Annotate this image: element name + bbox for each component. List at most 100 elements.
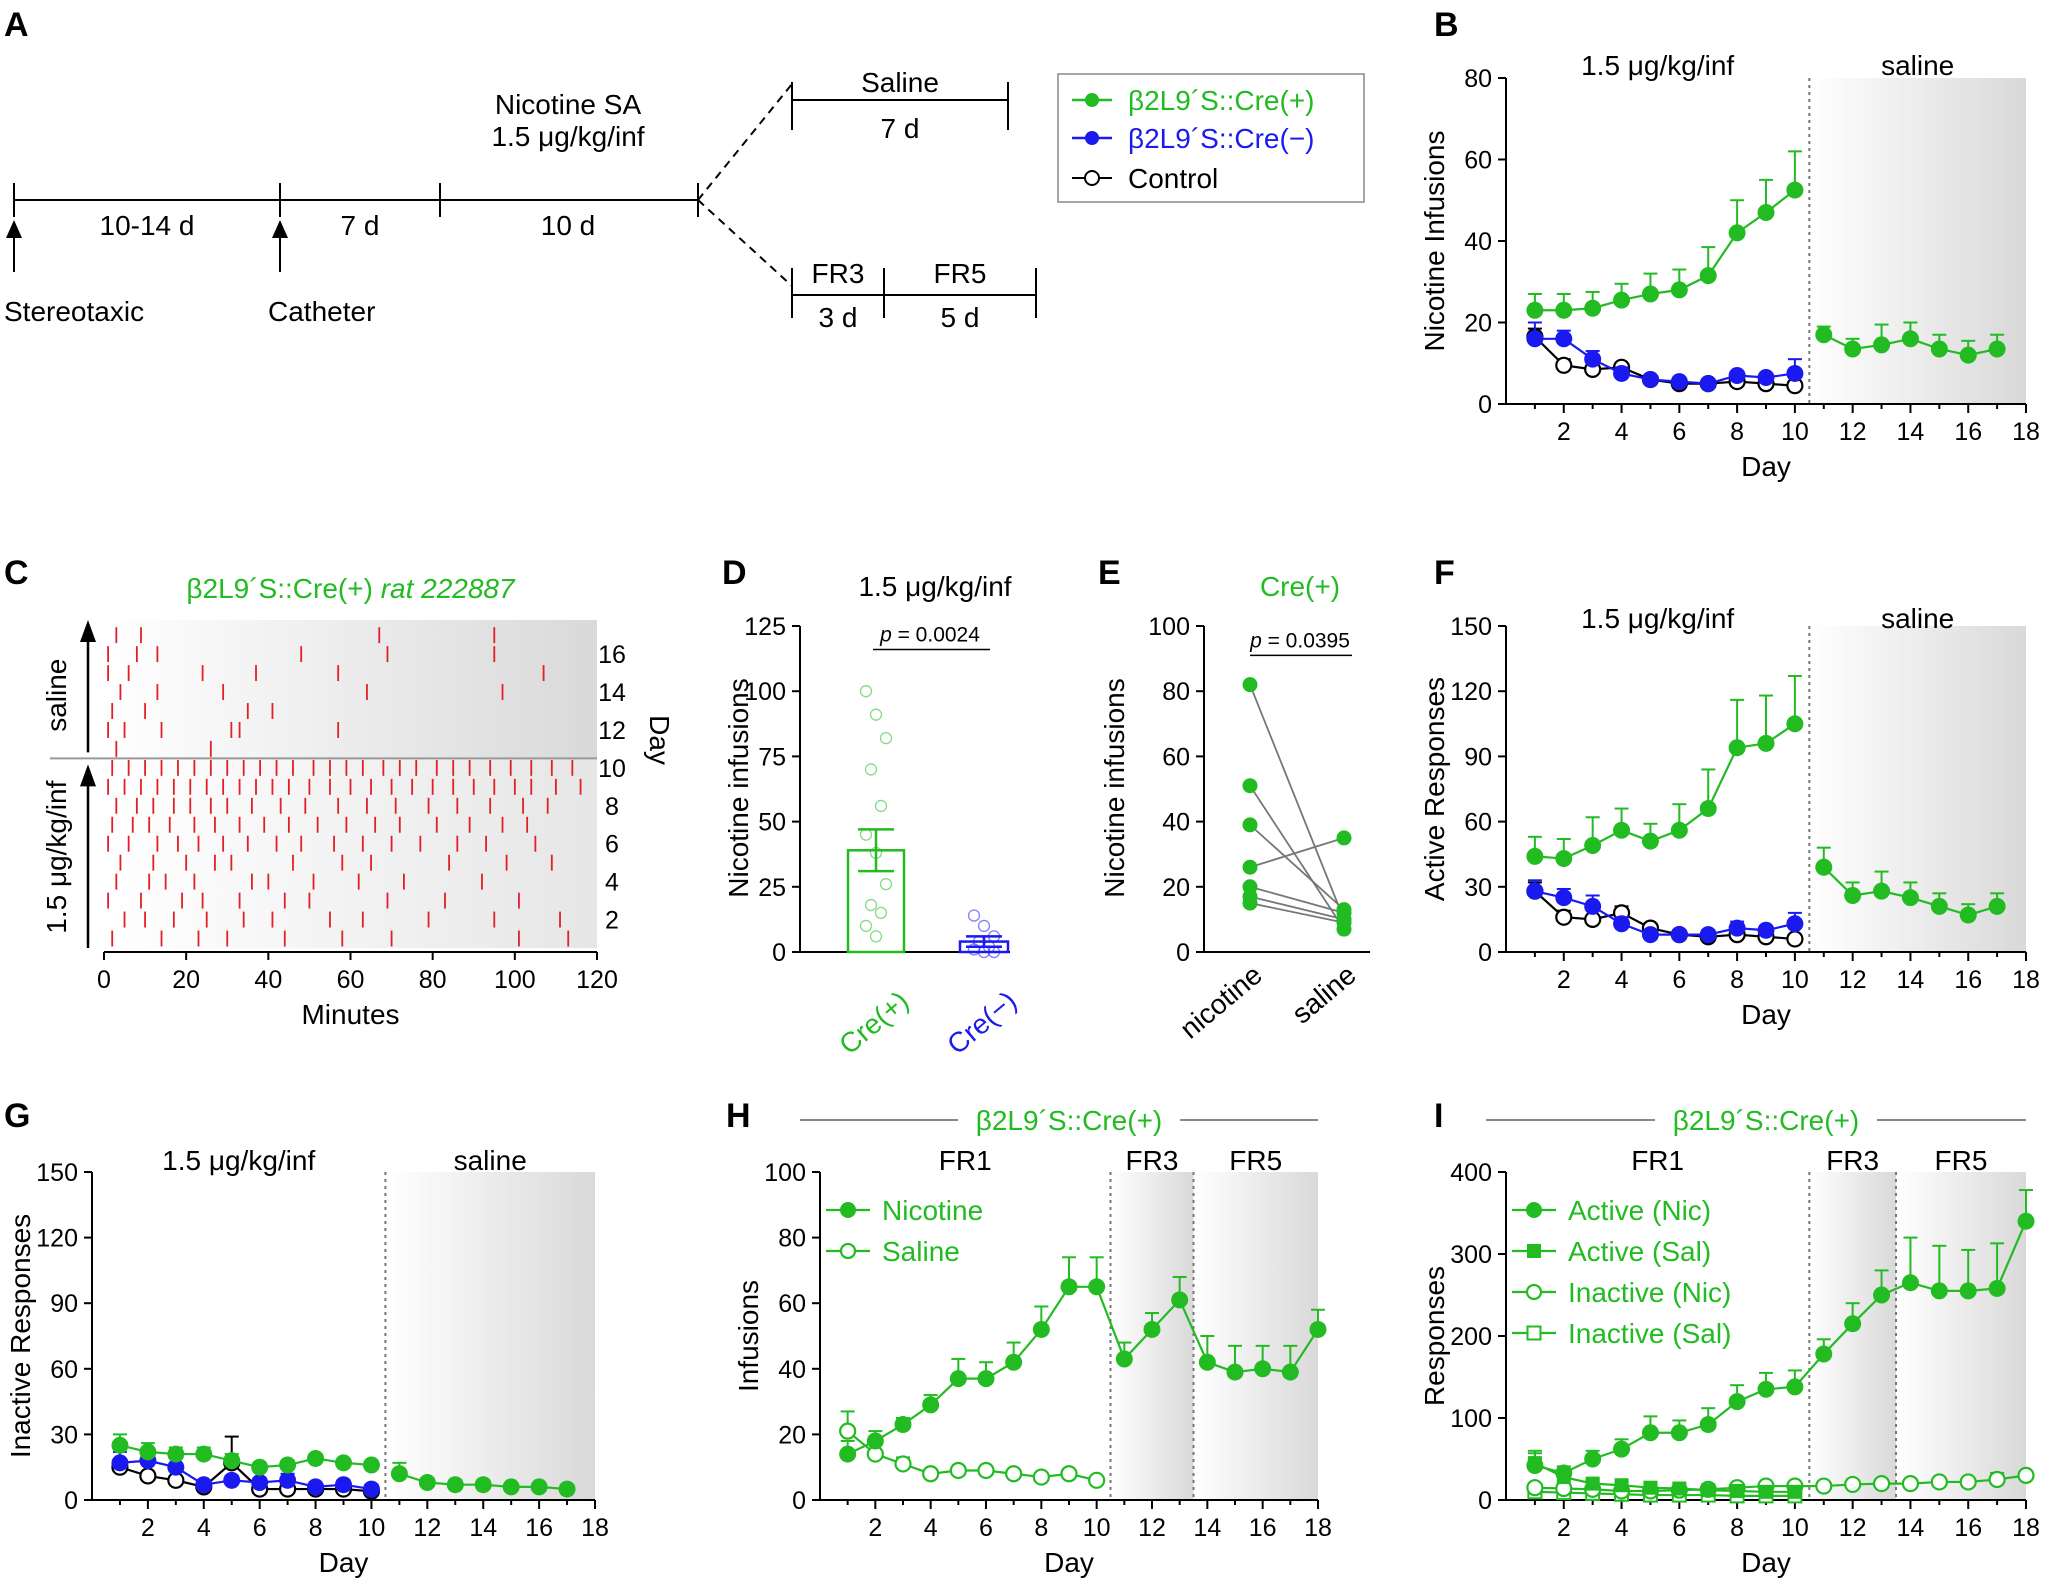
x-tick-label: 2 xyxy=(1557,1514,1571,1542)
x-tick-label: 100 xyxy=(494,966,536,994)
data-point xyxy=(1815,326,1833,344)
y-tick-label: 80 xyxy=(778,1225,806,1253)
fr3-label: FR3 xyxy=(812,258,865,289)
chart-title: Cre(+) xyxy=(1260,571,1340,602)
legend-label: Active (Nic) xyxy=(1568,1195,1711,1226)
pair-line xyxy=(1249,684,1345,920)
series-line xyxy=(1534,722,1796,860)
data-point xyxy=(1757,921,1775,939)
pair-line xyxy=(1249,902,1345,924)
x-tick-label: 10 xyxy=(1781,418,1809,446)
legend-label: Active (Sal) xyxy=(1568,1236,1711,1267)
y-tick-label: 0 xyxy=(772,939,786,967)
data-point xyxy=(1786,715,1804,733)
x-tick-label: 10 xyxy=(1781,1514,1809,1542)
fr5-days-label: 5 d xyxy=(941,302,980,333)
nicotine-region-label: 1.5 μg/kg/inf xyxy=(41,780,72,933)
data-point xyxy=(307,1478,325,1496)
x-tick-label: 12 xyxy=(1839,1514,1867,1542)
panel-e: E Cre(+) p = 0.0395 0 20 40 60 80 100 Nicotine in… xyxy=(1098,554,1370,1045)
y-axis-label: Nicotine infusions xyxy=(723,678,754,897)
data-point xyxy=(922,1396,940,1414)
data-point xyxy=(1032,1320,1050,1338)
data-point xyxy=(279,1456,297,1474)
data-point xyxy=(307,1449,325,1467)
legend-marker xyxy=(1527,1244,1541,1258)
data-point xyxy=(1786,930,1804,948)
data-point xyxy=(390,1465,408,1483)
p-number: = 0.0395 xyxy=(1262,629,1350,652)
saline-branch-label: Saline xyxy=(861,67,939,98)
data-point xyxy=(1226,1363,1244,1381)
data-point xyxy=(251,1458,269,1476)
data-point xyxy=(223,1452,241,1470)
data-point xyxy=(1701,1483,1716,1498)
chart-title: β2L9´S::Cre(+) xyxy=(1673,1105,1860,1136)
data-point xyxy=(1699,1416,1717,1434)
data-point xyxy=(1757,369,1775,387)
y-tick-label: 40 xyxy=(1162,809,1190,837)
category-label: nicotine xyxy=(1174,959,1268,1045)
region-label: FR3 xyxy=(1126,1145,1179,1176)
y-tick-label: 50 xyxy=(758,809,786,837)
data-point xyxy=(1584,1450,1602,1468)
data-point xyxy=(1526,330,1544,348)
individual-point xyxy=(859,685,873,698)
individual-point xyxy=(869,708,883,721)
data-point xyxy=(1930,1473,1948,1491)
y-tick-label: 150 xyxy=(36,1159,78,1187)
x-axis-label: Day xyxy=(1044,1547,1094,1578)
data-point xyxy=(1088,1471,1106,1489)
x-tick-label: 80 xyxy=(419,966,447,994)
shaded-region xyxy=(385,1172,595,1500)
pair-line xyxy=(1249,824,1345,911)
data-point xyxy=(1584,897,1602,915)
data-point xyxy=(1526,847,1544,865)
shaded-region xyxy=(1809,1172,1896,1500)
legend-marker xyxy=(1526,1325,1542,1341)
x-tick-label: 14 xyxy=(1897,418,1925,446)
p-number: = 0.0024 xyxy=(892,623,980,646)
data-point xyxy=(1872,1474,1891,1493)
y-tick-label: 0 xyxy=(64,1487,78,1515)
p-symbol: p xyxy=(1249,629,1262,652)
arrow-head xyxy=(80,620,96,642)
legend-marker xyxy=(839,1242,857,1260)
panel-d: D 1.5 μg/kg/inf p = 0.0024 0 25 50 75 100 125 Nic… xyxy=(722,554,1023,1060)
y-tick-label: 40 xyxy=(778,1356,806,1384)
data-point xyxy=(1787,1484,1802,1499)
data-point xyxy=(1005,1465,1023,1483)
y-axis-label: Infusions xyxy=(733,1280,764,1392)
individual-point xyxy=(859,828,873,841)
x-tick-label: 6 xyxy=(1672,418,1686,446)
series-line xyxy=(1534,189,1796,312)
x-tick-label: 16 xyxy=(1249,1514,1277,1542)
individual-point xyxy=(879,731,893,745)
data-point xyxy=(1555,908,1573,926)
y-tick-label: 0 xyxy=(1478,391,1492,419)
data-point xyxy=(1032,1468,1050,1486)
y-tick-label: 120 xyxy=(1450,678,1492,706)
y-tick-label: 90 xyxy=(1464,743,1492,771)
legend-label: Nicotine xyxy=(882,1195,983,1226)
day-tick-label: 10 xyxy=(598,755,626,783)
x-tick-label: 16 xyxy=(1954,1514,1982,1542)
x-tick-label: 4 xyxy=(924,1514,938,1542)
raster-title-genotype: β2L9´S::Cre(+) xyxy=(186,573,380,604)
data-point xyxy=(1254,1360,1272,1378)
series--2l9-s-cre- xyxy=(1526,879,1804,944)
x-tick-label: 18 xyxy=(1304,1514,1332,1542)
data-point xyxy=(1585,1476,1600,1491)
x-tick-label: 12 xyxy=(413,1514,441,1542)
y-axis-label: Day xyxy=(644,715,675,765)
legend-marker-cre-plus xyxy=(1085,93,1099,107)
saline-days-label: 7 d xyxy=(881,113,920,144)
data-point xyxy=(1786,915,1804,933)
data-point xyxy=(1844,886,1862,904)
x-tick-label: 8 xyxy=(1730,1514,1744,1542)
pair-line xyxy=(1249,785,1345,930)
x-tick-label: 6 xyxy=(1672,1514,1686,1542)
day-tick-label: 16 xyxy=(598,641,626,669)
branch-line-fr xyxy=(697,199,793,287)
